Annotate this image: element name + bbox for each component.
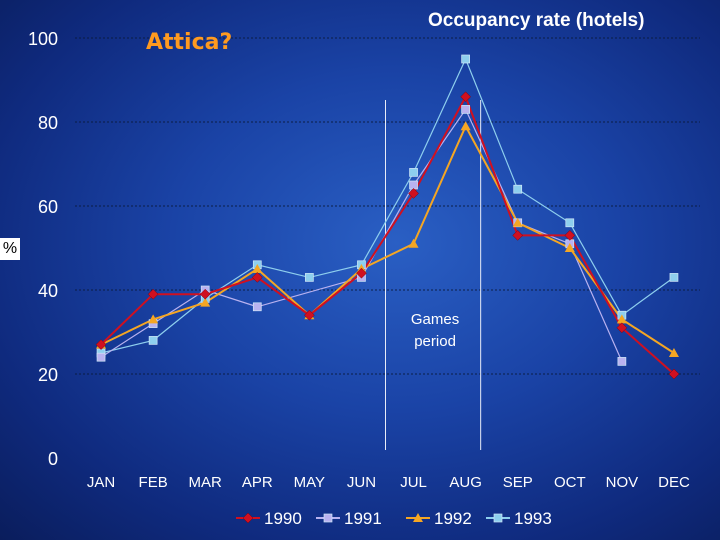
data-point-1993: [565, 218, 575, 228]
series-line-1991: [100, 108, 623, 362]
legend-marker: [413, 513, 423, 522]
data-point-1992: [668, 348, 679, 357]
data-point-1992: [200, 297, 211, 307]
data-point-1990: [95, 339, 107, 350]
data-point-1993: [305, 273, 314, 282]
x-tick-label: SEP: [503, 474, 533, 491]
data-point-1990: [616, 322, 628, 334]
data-point-1990: [512, 230, 524, 241]
data-point-1993: [409, 168, 418, 177]
x-tick-label: MAR: [189, 474, 223, 491]
y-tick-label: 60: [38, 197, 58, 217]
series-line-1990: [100, 94, 675, 375]
data-point-1992: [564, 243, 575, 252]
data-point-1990: [460, 91, 471, 103]
legend-label: 1993: [514, 509, 552, 528]
x-tick-label: FEB: [139, 474, 168, 491]
x-tick-label: APR: [242, 474, 273, 491]
games-period-label: Games: [411, 311, 459, 328]
x-tick-label: OCT: [554, 474, 586, 491]
data-point-1990: [199, 288, 211, 300]
y-axis-unit-label: %: [0, 238, 20, 260]
y-tick-label: 40: [38, 281, 58, 301]
data-point-1990: [304, 309, 315, 321]
y-tick-label: 100: [28, 29, 58, 49]
data-point-1993: [513, 184, 523, 194]
data-point-1993: [148, 336, 158, 345]
legend-marker: [242, 512, 254, 524]
legend-label: 1991: [344, 509, 382, 528]
data-point-1993: [669, 273, 679, 282]
data-point-1992: [148, 314, 159, 324]
data-point-1990: [408, 188, 419, 199]
data-point-1991: [409, 180, 418, 190]
legend-label: 1992: [434, 509, 472, 528]
legend-marker: [493, 513, 503, 523]
legend-marker: [323, 513, 333, 523]
x-tick-label: MAY: [294, 474, 325, 491]
chart-title: Occupancy rate (hotels): [428, 10, 645, 31]
games-period-label: period: [414, 333, 456, 350]
data-point-1992: [460, 121, 471, 131]
x-tick-label: NOV: [606, 474, 639, 491]
data-point-1990: [251, 272, 263, 283]
data-point-1991: [461, 105, 470, 114]
data-point-1993: [461, 54, 470, 64]
x-tick-label: DEC: [658, 474, 690, 491]
chart-subtitle: Attica?: [146, 30, 233, 55]
data-point-1991: [617, 357, 627, 366]
data-point-1990: [356, 267, 367, 279]
data-point-1991: [96, 352, 106, 362]
series-line-1992: [100, 123, 675, 354]
data-point-1992: [408, 238, 419, 248]
x-tick-label: AUG: [449, 474, 482, 491]
x-tick-label: JAN: [87, 474, 115, 491]
legend-label: 1990: [264, 509, 302, 528]
data-point-1992: [252, 264, 263, 273]
y-tick-label: 80: [38, 113, 58, 133]
x-tick-label: JUL: [400, 474, 427, 491]
data-point-1990: [668, 368, 680, 380]
y-tick-label: 20: [38, 365, 58, 385]
data-point-1990: [564, 230, 576, 241]
x-tick-label: JUN: [347, 474, 376, 491]
data-point-1992: [616, 314, 627, 324]
data-point-1992: [512, 217, 523, 227]
y-tick-label: 0: [48, 449, 58, 469]
data-point-1990: [147, 288, 159, 300]
data-point-1991: [252, 302, 262, 312]
